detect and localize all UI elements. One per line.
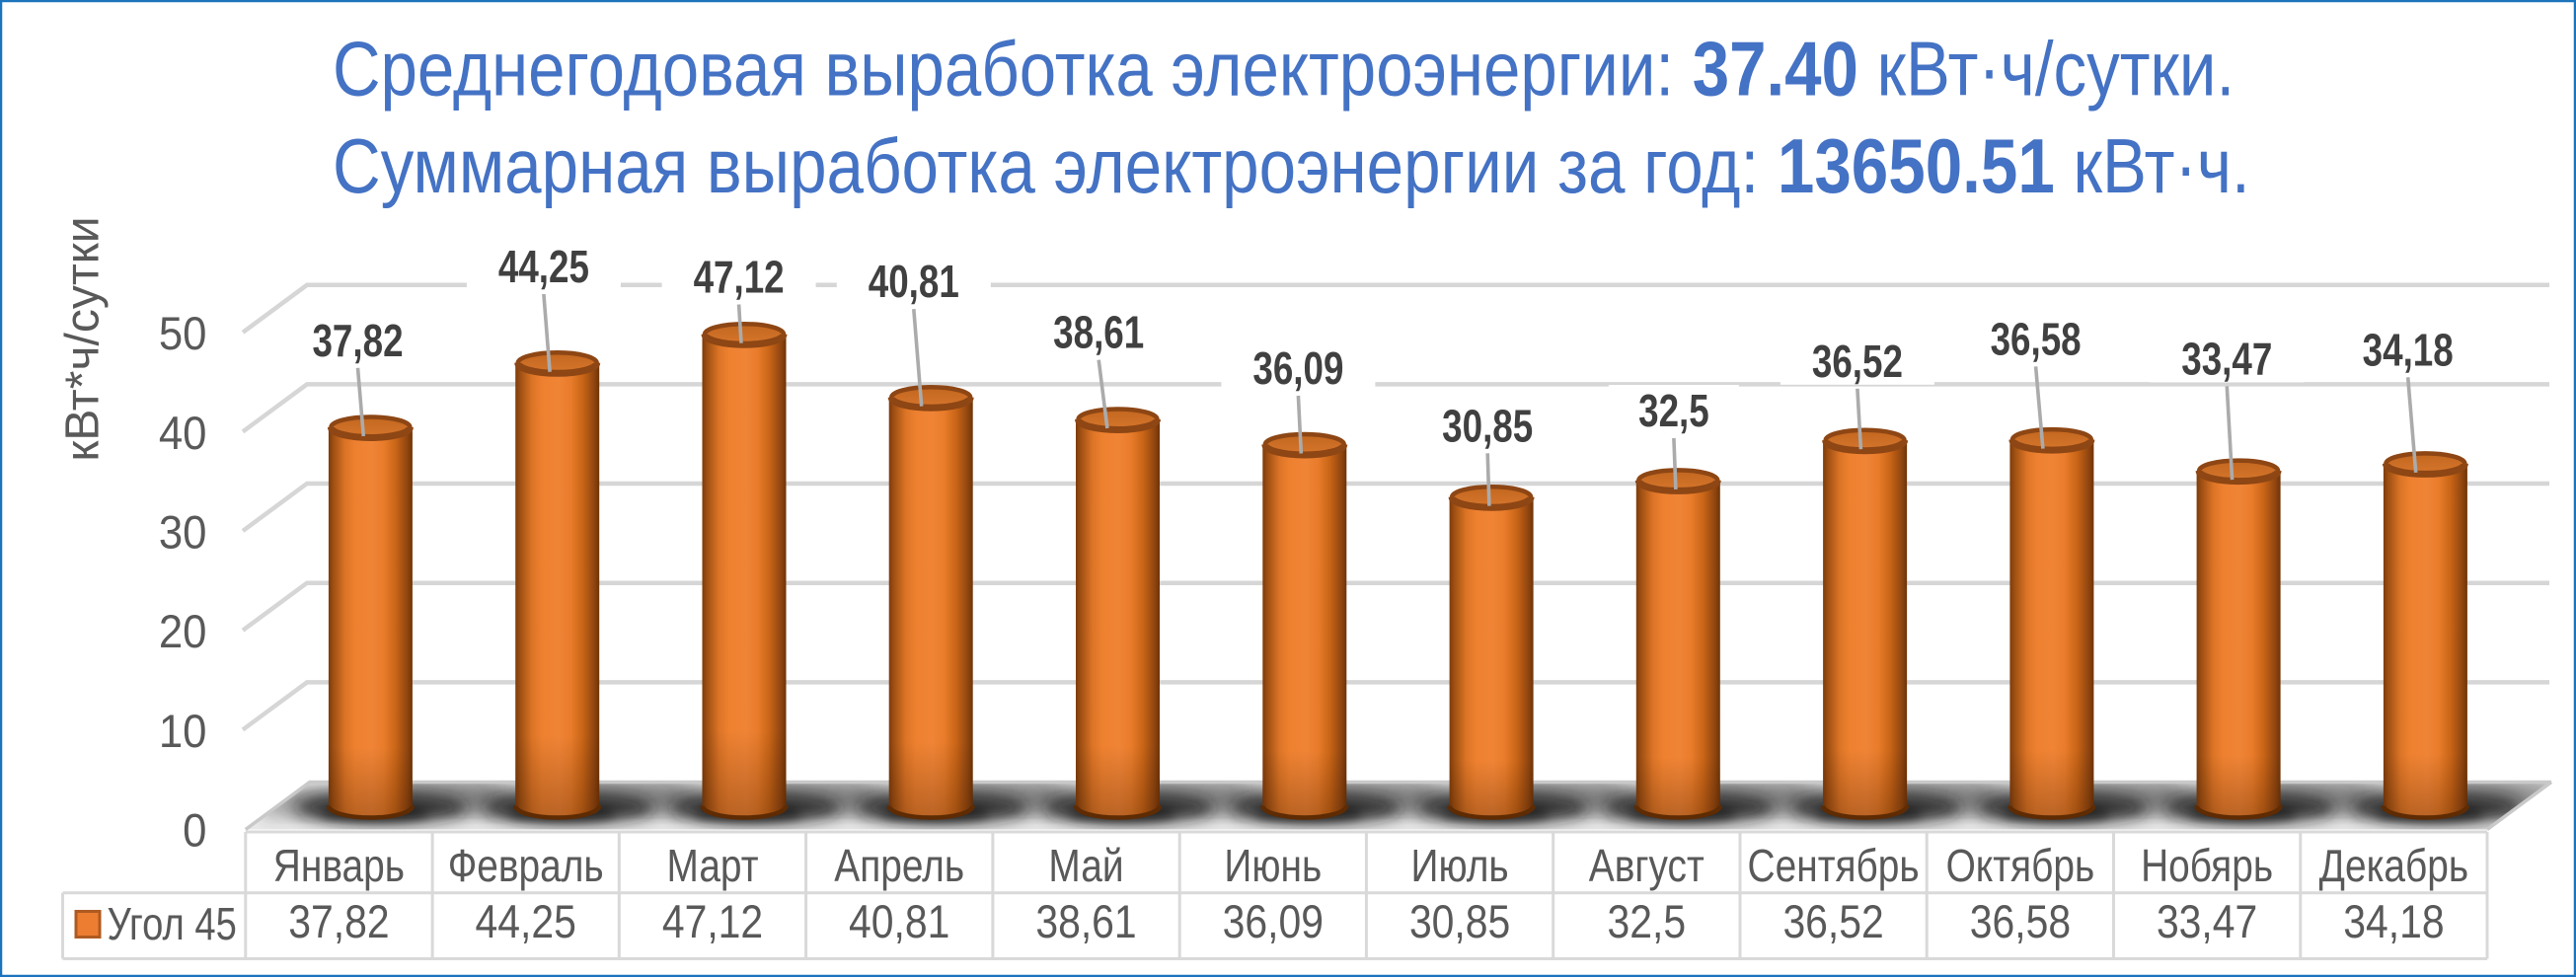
svg-text:Октябрь: Октябрь [1946, 841, 2095, 892]
svg-text:Февраль: Февраль [448, 841, 604, 892]
svg-text:30: 30 [159, 506, 207, 559]
svg-text:20: 20 [159, 606, 207, 658]
svg-text:36,58: 36,58 [1970, 896, 2071, 947]
svg-text:32,5: 32,5 [1638, 385, 1709, 436]
svg-text:0: 0 [183, 804, 206, 857]
svg-text:кВт*ч/сутки: кВт*ч/сутки [57, 216, 110, 461]
svg-text:37,82: 37,82 [288, 896, 389, 947]
svg-text:44,25: 44,25 [476, 896, 576, 947]
svg-text:36,52: 36,52 [1782, 896, 1883, 947]
svg-text:36,09: 36,09 [1252, 342, 1343, 394]
svg-text:34,18: 34,18 [2343, 896, 2444, 947]
svg-text:40,81: 40,81 [849, 896, 949, 947]
svg-text:40: 40 [159, 407, 207, 459]
svg-text:36,09: 36,09 [1223, 896, 1324, 947]
svg-text:40,81: 40,81 [869, 256, 959, 307]
svg-text:10: 10 [159, 705, 207, 757]
svg-text:30,85: 30,85 [1409, 896, 1510, 947]
svg-text:33,47: 33,47 [2181, 333, 2272, 384]
svg-text:47,12: 47,12 [662, 896, 763, 947]
svg-text:47,12: 47,12 [694, 252, 785, 303]
svg-text:36,58: 36,58 [1991, 313, 2082, 364]
svg-text:Январь: Январь [273, 841, 405, 892]
svg-text:34,18: 34,18 [2363, 324, 2454, 375]
svg-text:Март: Март [667, 841, 759, 892]
svg-text:50: 50 [159, 308, 207, 360]
svg-text:Июль: Июль [1411, 841, 1509, 892]
svg-text:Нобярь: Нобярь [2141, 841, 2273, 892]
svg-text:Суммарная выработка электроэне: Суммарная выработка электроэнергии за го… [333, 123, 2250, 209]
svg-text:32,5: 32,5 [1608, 896, 1687, 947]
svg-text:44,25: 44,25 [498, 241, 589, 292]
svg-text:37,82: 37,82 [312, 315, 403, 366]
svg-text:30,85: 30,85 [1442, 400, 1533, 451]
svg-text:Май: Май [1048, 841, 1123, 892]
svg-text:Декабрь: Декабрь [2319, 841, 2469, 892]
svg-text:36,52: 36,52 [1812, 336, 1903, 387]
svg-text:Среднегодовая выработка электр: Среднегодовая выработка электроэнергии: … [333, 27, 2235, 113]
svg-text:38,61: 38,61 [1035, 896, 1136, 947]
svg-text:Август: Август [1589, 841, 1705, 892]
svg-text:38,61: 38,61 [1053, 307, 1144, 358]
svg-text:Апрель: Апрель [834, 841, 964, 892]
svg-text:Июнь: Июнь [1224, 841, 1322, 892]
svg-text:Сентябрь: Сентябрь [1748, 841, 1920, 892]
svg-text:33,47: 33,47 [2157, 896, 2257, 947]
svg-text:Угол 45: Угол 45 [108, 899, 237, 949]
